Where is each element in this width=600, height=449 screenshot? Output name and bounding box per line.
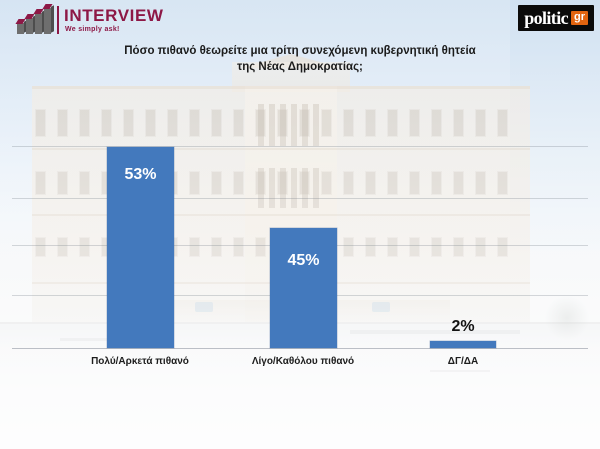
bar-segment-2[interactable] (270, 228, 337, 348)
category-label-1: Πολύ/Αρκετά πιθανό (91, 356, 189, 367)
category-label-3: ΔΓ/ΔΑ (447, 356, 479, 367)
category-label-2: Λίγο/Καθόλου πιθανό (251, 356, 355, 367)
page-title: Πόσο πιθανό θεωρείτε μια τρίτη συνεχόμεν… (50, 43, 550, 75)
bar-segment-3[interactable] (430, 341, 496, 348)
bar-segment-1[interactable] (107, 147, 174, 348)
publisher-suffix-badge: gr (571, 11, 588, 25)
title-line-1: Πόσο πιθανό θεωρείτε μια τρίτη συνεχόμεν… (124, 45, 476, 57)
brand-name: INTERVIEW (64, 6, 164, 25)
brand-tagline: We simply ask! (65, 26, 120, 33)
axis-baseline (12, 348, 588, 349)
gridline-2 (12, 198, 588, 199)
gridline-1 (12, 146, 588, 147)
ascending-bars-icon (17, 6, 53, 34)
interview-logo[interactable] (17, 6, 53, 34)
logo-divider (57, 6, 59, 34)
politic-gr-logo[interactable]: politic gr (518, 5, 594, 31)
bar-value-2: 45% (287, 252, 320, 269)
title-line-2: της Νέας Δημοκρατίας; (237, 61, 363, 73)
bar-value-3: 2% (451, 318, 475, 335)
header-bar: INTERVIEW We simply ask! politic gr (0, 0, 600, 40)
publisher-name: politic (524, 8, 568, 28)
bar-chart: 53% 45% 2% Πολύ/Αρκετά πιθανό Λίγο/Καθόλ… (0, 86, 600, 386)
bar-value-1: 53% (124, 166, 157, 183)
